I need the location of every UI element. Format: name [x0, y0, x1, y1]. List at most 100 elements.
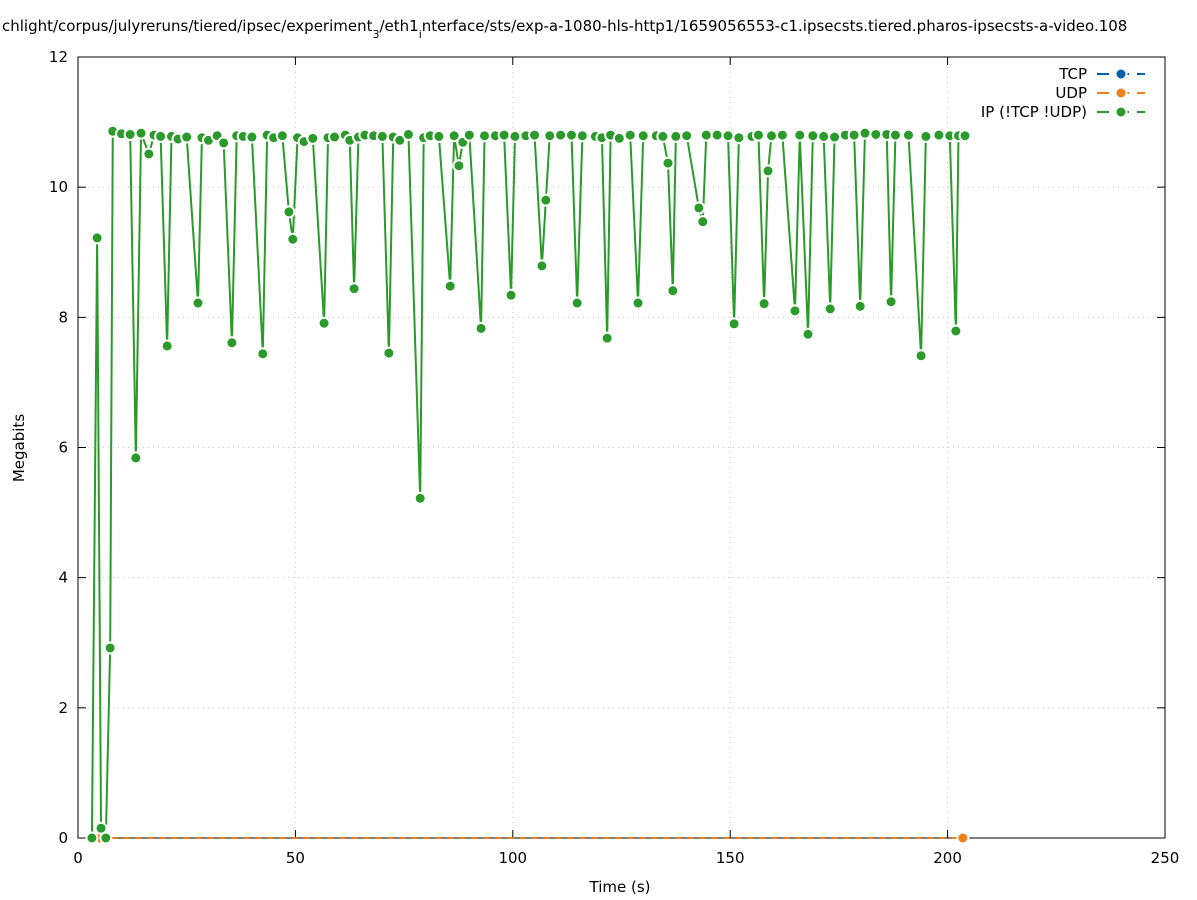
data-point [554, 128, 568, 142]
data-point [775, 128, 789, 142]
data-point [888, 128, 902, 142]
data-point [692, 201, 706, 215]
data-point [710, 128, 724, 142]
data-point [570, 296, 584, 310]
data-point [99, 831, 113, 845]
data-point [539, 193, 553, 207]
data-point [90, 231, 104, 245]
data-point [564, 128, 578, 142]
data-point [160, 339, 174, 353]
data-point [443, 279, 457, 293]
data-point [528, 128, 542, 142]
y-tick-label: 2 [58, 699, 68, 717]
data-point [154, 129, 168, 143]
data-point [103, 641, 117, 655]
data-point [134, 126, 148, 140]
x-axis-label: Time (s) [589, 878, 651, 896]
data-point [504, 288, 518, 302]
data-point [727, 317, 741, 331]
data-point [306, 131, 320, 145]
data-point [788, 304, 802, 318]
data-point [858, 126, 872, 140]
data-point [680, 129, 694, 143]
data-point [919, 129, 933, 143]
x-tick-label: 50 [286, 849, 305, 867]
data-point [478, 129, 492, 143]
data-point [328, 130, 342, 144]
data-point [956, 831, 970, 845]
data-point [801, 327, 815, 341]
data-point [382, 346, 396, 360]
legend-marker [1114, 86, 1128, 100]
data-point [631, 296, 645, 310]
y-tick-label: 4 [58, 569, 68, 587]
data-point [393, 133, 407, 147]
data-point [123, 127, 137, 141]
data-point [413, 491, 427, 505]
data-point [623, 128, 637, 142]
plot-border [77, 56, 1166, 839]
x-tick-label: 250 [1151, 849, 1180, 867]
data-point [575, 129, 589, 143]
data-point [914, 349, 928, 363]
x-tick-label: 200 [933, 849, 962, 867]
data-point [462, 128, 476, 142]
data-point [191, 296, 205, 310]
data-point [949, 324, 963, 338]
data-point [600, 331, 614, 345]
legend-marker [1114, 105, 1128, 119]
data-point [256, 347, 270, 361]
data-point [217, 136, 231, 150]
title-part: chlight/corpus/julyreruns/tiered/ipsec/e… [2, 17, 373, 35]
data-point [847, 128, 861, 142]
data-point [245, 130, 259, 144]
data-point [817, 129, 831, 143]
y-tick-label: 8 [58, 308, 68, 326]
data-point [696, 215, 710, 229]
data-point [661, 156, 675, 170]
data-point [275, 129, 289, 143]
series-line [90, 129, 965, 839]
y-tick-label: 10 [49, 178, 68, 196]
x-tick-label: 0 [73, 849, 83, 867]
data-point [286, 232, 300, 246]
legend-label: UDP [1055, 84, 1087, 102]
data-point [432, 129, 446, 143]
y-tick-label: 6 [58, 439, 68, 457]
data-point [669, 129, 683, 143]
data-point [543, 129, 557, 143]
data-point [474, 321, 488, 335]
data-point [699, 128, 713, 142]
data-point [853, 299, 867, 313]
data-point [447, 129, 461, 143]
data-point [347, 282, 361, 296]
data-point [884, 295, 898, 309]
title-part: nterface/sts/exp-a-1080-hls-http1/165905… [422, 17, 1128, 35]
y-tick-label: 12 [49, 48, 68, 66]
data-point [793, 128, 807, 142]
legend-label: TCP [1058, 65, 1087, 83]
data-point [761, 164, 775, 178]
title-part: 3 [372, 28, 379, 41]
data-point [721, 129, 735, 143]
data-point [869, 127, 883, 141]
data-point [612, 131, 626, 145]
data-point [656, 129, 670, 143]
data-point [751, 128, 765, 142]
data-point [497, 128, 511, 142]
data-point [85, 831, 99, 845]
title-part: /eth1 [379, 17, 418, 35]
data-point [401, 127, 415, 141]
y-axis-label: Megabits [10, 414, 28, 482]
data-point [823, 302, 837, 316]
x-tick-label: 150 [716, 849, 745, 867]
data-point [932, 128, 946, 142]
data-point [757, 297, 771, 311]
legend-label: IP (!TCP !UDP) [981, 103, 1087, 121]
title-part: i [419, 28, 422, 41]
data-point [375, 129, 389, 143]
data-point [666, 284, 680, 298]
data-point [317, 316, 331, 330]
